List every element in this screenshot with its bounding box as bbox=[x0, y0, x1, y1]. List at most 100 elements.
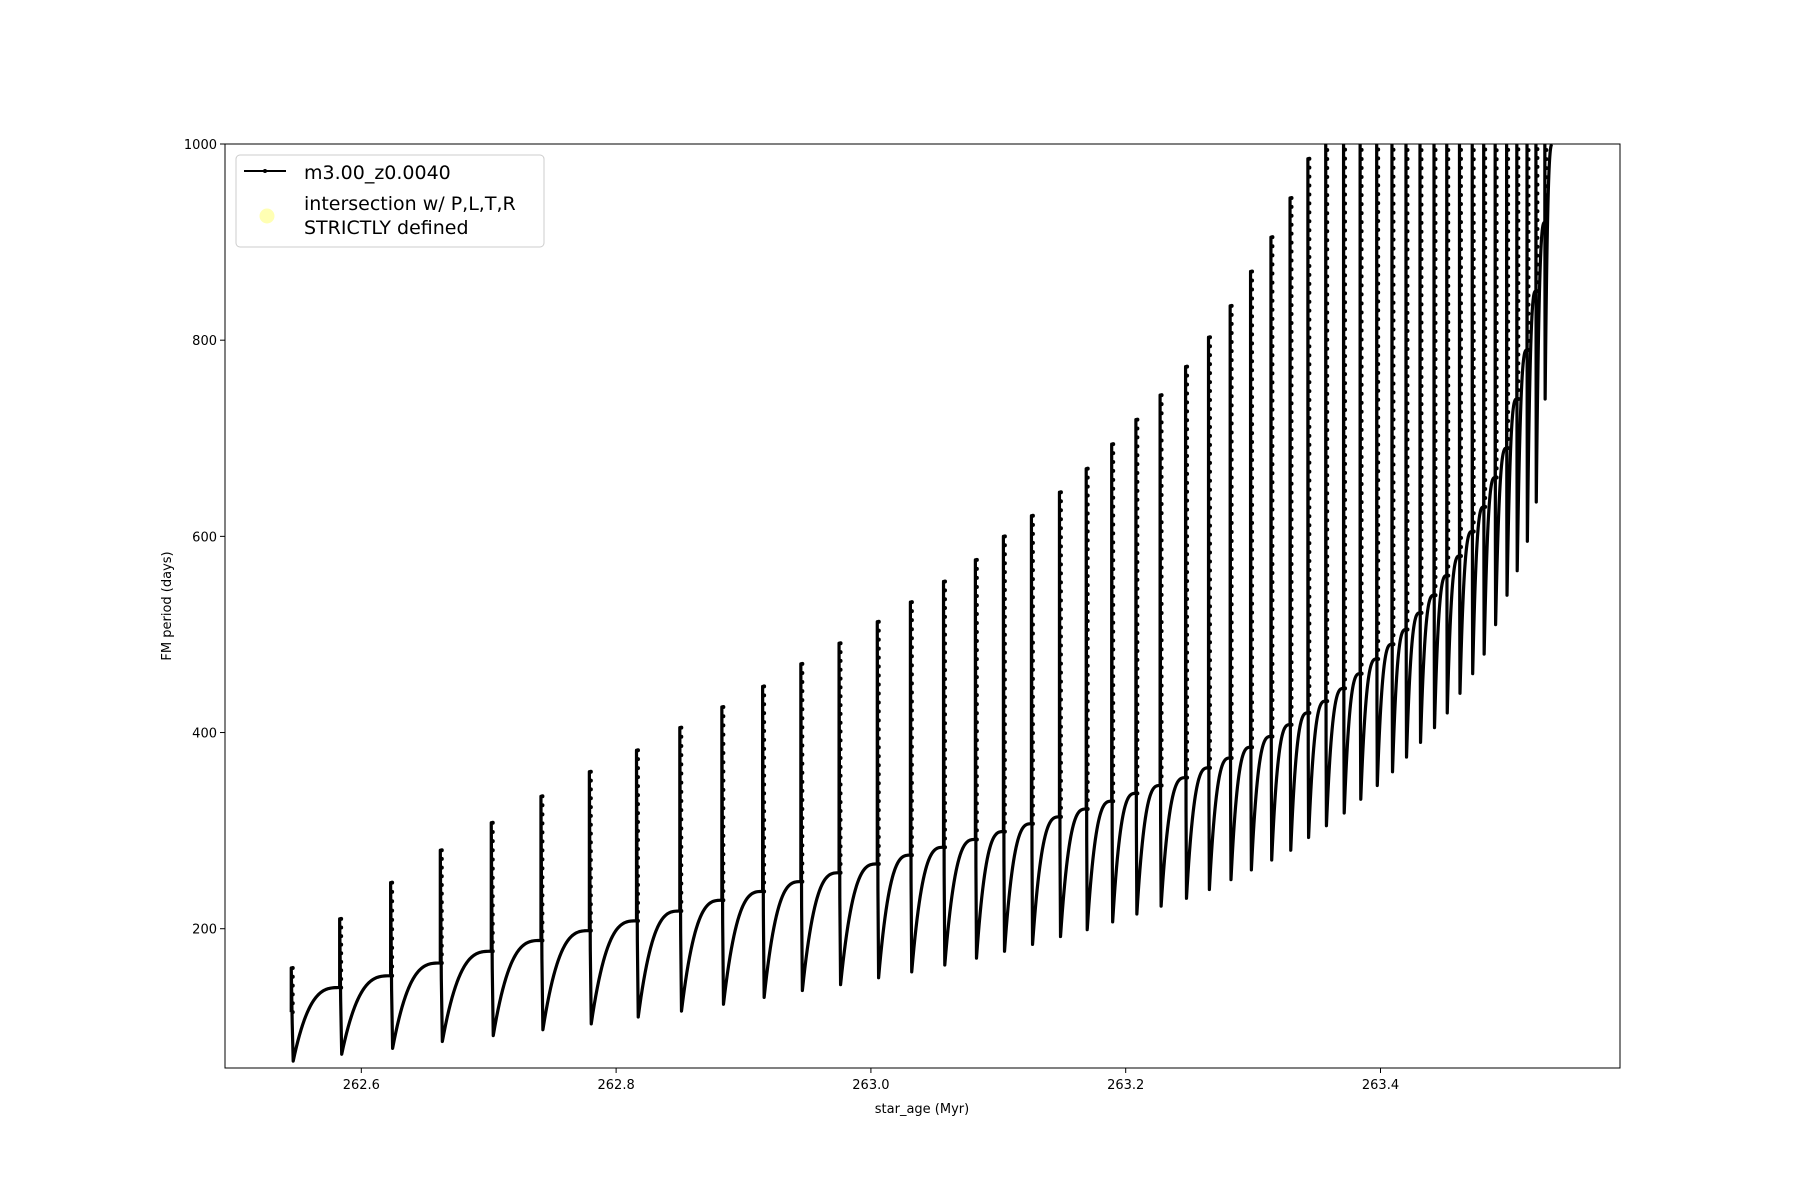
data-point bbox=[1391, 525, 1396, 530]
legend-label-series: m3.00_z0.0040 bbox=[304, 162, 451, 184]
data-point bbox=[1185, 757, 1190, 762]
data-point bbox=[1289, 213, 1294, 218]
data-point bbox=[1002, 641, 1007, 646]
data-point bbox=[1483, 495, 1488, 500]
data-point bbox=[1208, 720, 1213, 725]
data-point bbox=[1325, 220, 1330, 225]
data-point bbox=[1111, 772, 1116, 777]
series-cycle bbox=[1158, 393, 1187, 908]
data-point bbox=[1376, 415, 1381, 420]
data-point bbox=[1516, 316, 1521, 321]
data-point bbox=[1250, 296, 1255, 301]
data-point bbox=[679, 780, 684, 785]
data-point bbox=[1433, 584, 1438, 589]
data-point bbox=[1229, 330, 1234, 335]
data-point bbox=[1419, 538, 1424, 543]
data-point bbox=[1506, 147, 1511, 152]
data-point bbox=[390, 964, 395, 969]
data-point bbox=[490, 829, 495, 834]
data-point bbox=[1185, 596, 1190, 601]
data-point bbox=[1289, 642, 1294, 647]
data-point bbox=[1307, 192, 1312, 197]
data-point bbox=[1085, 574, 1090, 579]
data-point bbox=[876, 628, 881, 633]
data-point bbox=[1307, 442, 1312, 447]
data-point bbox=[1391, 453, 1396, 458]
data-point bbox=[1516, 112, 1520, 116]
data-point bbox=[721, 852, 726, 857]
data-point bbox=[1405, 184, 1410, 189]
data-point bbox=[1419, 329, 1424, 334]
data-point bbox=[1208, 765, 1213, 770]
data-point bbox=[1458, 229, 1463, 234]
data-point bbox=[1471, 338, 1476, 343]
data-point bbox=[1483, 218, 1488, 223]
data-point bbox=[909, 645, 914, 650]
data-point bbox=[1289, 588, 1294, 593]
series-cycle bbox=[1432, 144, 1448, 730]
data-point bbox=[1483, 308, 1488, 313]
data-point bbox=[1483, 344, 1488, 349]
data-point bbox=[1391, 246, 1396, 251]
data-point bbox=[1111, 442, 1116, 447]
data-point bbox=[1376, 121, 1380, 125]
data-point bbox=[1419, 293, 1424, 298]
data-point bbox=[1002, 811, 1007, 816]
data-point bbox=[1250, 529, 1255, 534]
data-point bbox=[1325, 626, 1330, 631]
data-point bbox=[800, 734, 805, 739]
data-point bbox=[1359, 165, 1364, 170]
data-point bbox=[762, 844, 767, 849]
data-point bbox=[1208, 398, 1213, 403]
data-point bbox=[876, 853, 881, 858]
legend-dot-marker bbox=[263, 169, 267, 173]
data-point bbox=[588, 893, 593, 898]
data-point bbox=[909, 744, 914, 749]
data-point bbox=[1270, 371, 1275, 376]
data-point bbox=[1307, 433, 1312, 438]
data-point bbox=[1446, 528, 1451, 533]
data-point bbox=[1270, 398, 1275, 403]
data-point bbox=[1135, 453, 1140, 458]
data-point bbox=[1458, 373, 1463, 378]
data-point bbox=[1405, 410, 1410, 415]
data-point bbox=[1307, 424, 1312, 429]
data-point bbox=[1405, 401, 1410, 406]
data-point bbox=[1419, 474, 1424, 479]
data-point bbox=[800, 743, 805, 748]
data-point bbox=[1458, 247, 1463, 252]
data-point bbox=[1289, 356, 1294, 361]
data-point bbox=[1419, 529, 1424, 534]
data-point bbox=[1405, 256, 1410, 261]
data-point bbox=[1325, 346, 1330, 351]
data-point bbox=[1471, 266, 1476, 271]
data-point bbox=[1359, 283, 1364, 288]
data-point bbox=[1516, 121, 1520, 125]
data-point bbox=[1159, 420, 1164, 425]
data-point bbox=[721, 870, 726, 875]
data-point bbox=[838, 738, 843, 743]
data-point bbox=[1185, 588, 1190, 593]
data-point bbox=[1405, 446, 1410, 451]
data-point bbox=[1391, 507, 1396, 512]
data-point bbox=[540, 866, 545, 871]
data-point bbox=[390, 889, 395, 894]
data-point bbox=[1343, 165, 1348, 170]
data-point bbox=[1270, 407, 1275, 412]
x-tick-label: 262.6 bbox=[343, 1078, 380, 1093]
data-point bbox=[1111, 763, 1116, 768]
data-point bbox=[721, 843, 726, 848]
data-point bbox=[1325, 391, 1330, 396]
data-point bbox=[1159, 402, 1164, 407]
data-point bbox=[1343, 659, 1348, 664]
data-point bbox=[1458, 418, 1463, 423]
data-point bbox=[635, 757, 640, 762]
data-point bbox=[1495, 121, 1499, 125]
data-point bbox=[1535, 271, 1540, 276]
data-point bbox=[1376, 156, 1381, 161]
data-point bbox=[1458, 535, 1463, 540]
data-point bbox=[1002, 659, 1007, 664]
series-cycle bbox=[489, 821, 541, 1038]
data-point bbox=[1419, 511, 1424, 516]
data-point bbox=[1433, 202, 1438, 207]
